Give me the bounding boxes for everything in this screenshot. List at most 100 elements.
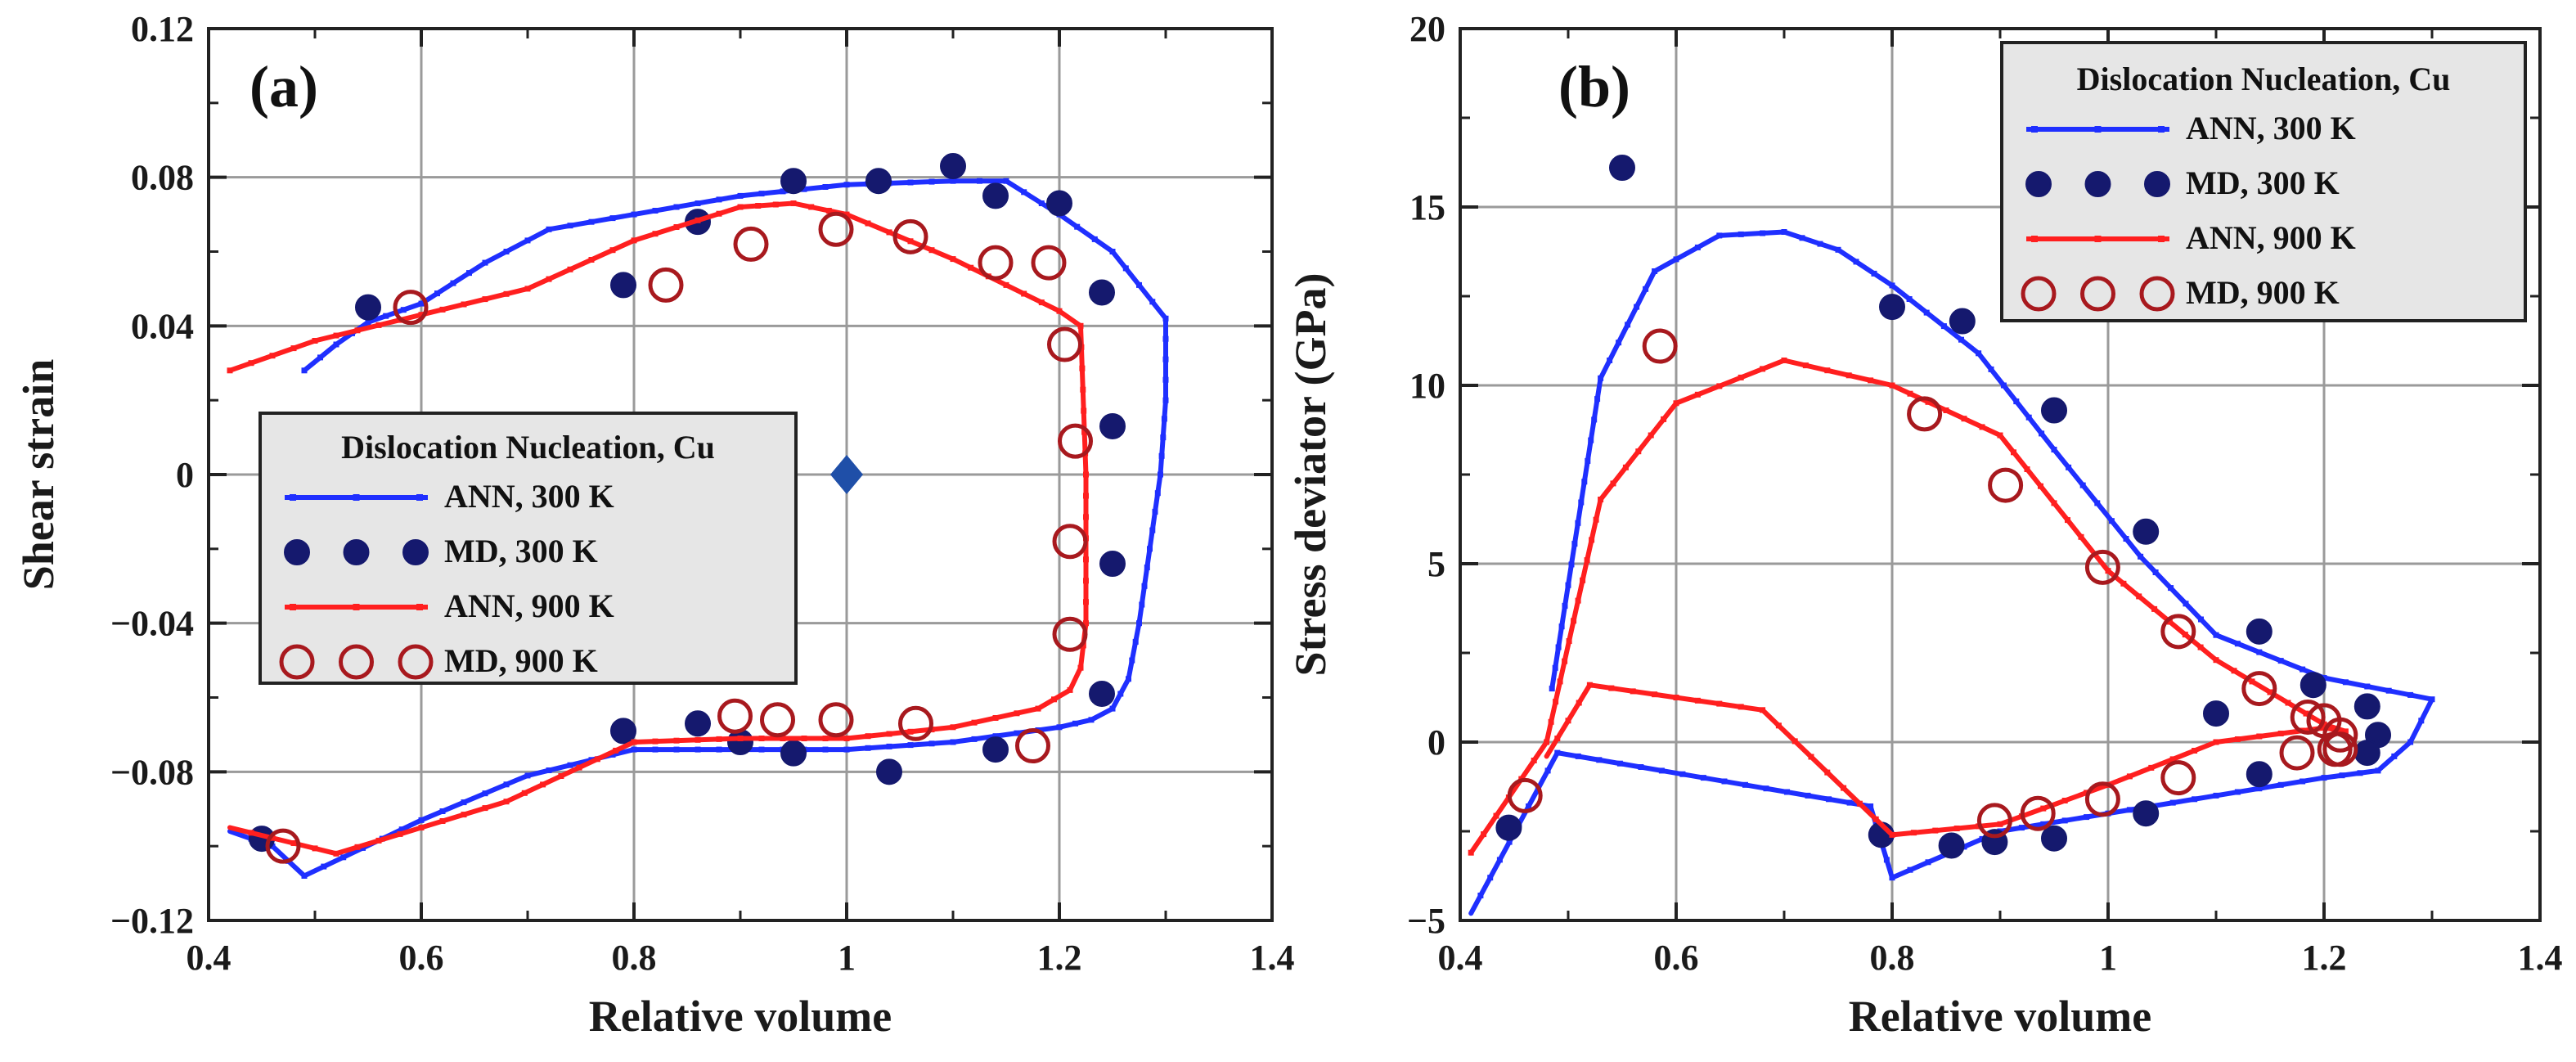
line-marker	[1716, 232, 1723, 239]
data-point	[818, 702, 854, 738]
data-point	[2300, 672, 2326, 699]
line-marker	[971, 719, 978, 726]
data-point	[1879, 294, 1905, 321]
line-marker	[1014, 710, 1020, 717]
x-tick-label: 0.4	[187, 938, 232, 978]
data-point	[685, 710, 711, 737]
line-marker	[737, 192, 744, 199]
line-marker	[695, 200, 701, 206]
line-marker	[2300, 778, 2306, 785]
y-tick-label: −0.12	[110, 901, 194, 941]
line-marker	[1056, 724, 1063, 731]
line-marker	[1630, 688, 1636, 695]
line-marker	[1575, 597, 1581, 604]
line-marker	[418, 312, 425, 318]
line-marker	[2120, 580, 2127, 587]
line-marker	[716, 736, 722, 742]
data-point	[780, 168, 807, 195]
data-point	[1949, 308, 1976, 335]
legend-swatch-marker	[353, 494, 360, 501]
data-point	[2290, 699, 2326, 735]
line-marker	[1126, 676, 1131, 682]
line-marker	[1826, 796, 1832, 803]
legend: Dislocation Nucleation, Cu ANN, 300 K MD, …	[258, 412, 798, 685]
line-marker	[652, 208, 659, 214]
x-axis-label: Relative volume	[1849, 992, 2151, 1041]
line-marker	[1889, 382, 1895, 389]
line-marker	[1584, 557, 1590, 564]
line-marker	[1721, 778, 1728, 785]
line-marker	[1958, 336, 1964, 343]
line-marker	[2084, 814, 2090, 821]
line-marker	[2051, 447, 2057, 452]
line-marker	[1635, 448, 1642, 455]
line-marker	[1661, 416, 1667, 422]
legend-swatch-marker	[2144, 171, 2170, 197]
line-marker	[1610, 480, 1616, 487]
line-marker	[418, 825, 425, 830]
line-marker	[758, 191, 765, 197]
line-marker	[790, 200, 797, 206]
line-marker	[2321, 725, 2327, 731]
data-point	[2203, 700, 2229, 727]
line-marker	[907, 238, 914, 245]
line-marker	[843, 182, 850, 188]
line-marker	[1014, 730, 1020, 736]
line-marker	[1544, 739, 1550, 745]
line-marker	[1883, 857, 1890, 863]
y-tick-label: 10	[1409, 366, 1445, 406]
line-marker	[2321, 721, 2327, 727]
data-point	[2160, 760, 2196, 796]
line-marker	[2013, 398, 2020, 405]
line-marker	[886, 731, 892, 737]
line-marker	[1083, 514, 1089, 520]
line-marker	[2169, 799, 2176, 806]
x-tick-label: 1	[2099, 938, 2117, 978]
line-marker	[397, 830, 403, 837]
line-marker	[1596, 757, 1603, 763]
line-marker	[1742, 781, 1748, 788]
line-marker	[1622, 464, 1629, 470]
data-point	[733, 226, 769, 262]
line-marker	[400, 307, 407, 313]
line-marker	[1132, 638, 1139, 645]
line-marker	[1673, 256, 1679, 263]
line-marker	[2166, 619, 2173, 625]
series-md-300-k	[249, 153, 1126, 853]
line-marker	[482, 790, 488, 797]
data-point	[1938, 832, 1965, 859]
data-point	[355, 294, 381, 321]
line-marker	[2169, 756, 2176, 763]
line-marker	[1808, 754, 1814, 760]
legend-swatch-marker	[279, 644, 315, 680]
line-marker	[2429, 696, 2435, 703]
line-marker	[1481, 831, 1487, 838]
line-marker	[1799, 235, 1805, 241]
legend-title: Dislocation Nucleation, Cu	[2077, 61, 2451, 97]
line-marker	[1083, 620, 1089, 627]
line-marker	[1077, 322, 1084, 329]
line-marker	[1162, 315, 1169, 322]
line-marker	[1694, 697, 1701, 704]
legend-swatch-marker	[2031, 236, 2038, 242]
line-marker	[1868, 803, 1874, 809]
line-marker	[1625, 322, 1631, 328]
legend: Dislocation Nucleation, Cu ANN, 300 K MD, …	[2000, 41, 2527, 322]
line-marker	[808, 204, 815, 210]
line-marker	[1083, 493, 1089, 499]
line-marker	[290, 840, 297, 846]
line-marker	[2152, 569, 2159, 575]
data-point	[1047, 326, 1082, 362]
x-tick-label: 1	[838, 938, 856, 978]
line-marker	[1638, 764, 1644, 770]
line-marker	[1548, 718, 1554, 725]
line-marker	[2011, 449, 2016, 456]
line-marker	[652, 738, 659, 745]
line-marker	[1792, 738, 1798, 745]
line-marker	[2123, 536, 2129, 542]
line-marker	[1906, 296, 1913, 302]
line-marker	[613, 747, 619, 754]
data-point	[2322, 731, 2358, 767]
line-marker	[1738, 704, 1744, 710]
line-marker	[1552, 664, 1558, 671]
